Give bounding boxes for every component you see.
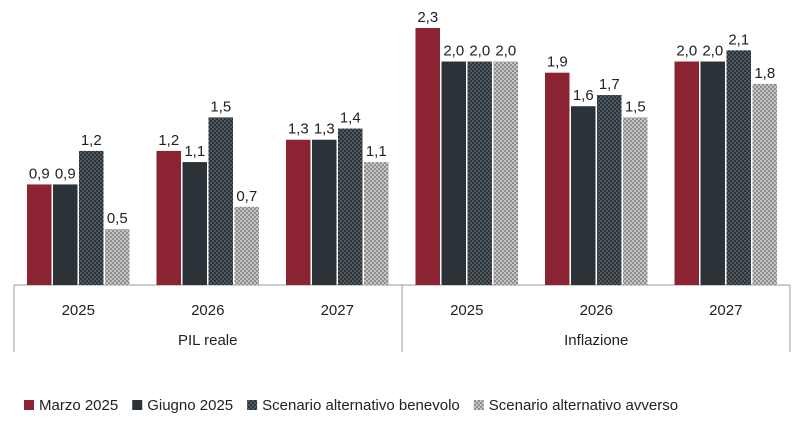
bar-marzo-2025-pil-reale-2027 <box>286 139 311 285</box>
bar-scenario-alternativo-benevolo-pil-reale-2025 <box>79 150 104 285</box>
legend-swatch <box>247 400 258 410</box>
data-label: 1,3 <box>314 121 335 138</box>
tick-label-2025: 2025 <box>62 302 95 319</box>
data-label: 2,0 <box>702 43 723 60</box>
bar-scenario-alternativo-avverso-pil-reale-2025 <box>105 229 130 285</box>
group-labels: PIL reale Inflazione <box>178 332 628 349</box>
bar-giugno-2025-inflazione-2025 <box>441 61 466 285</box>
bar-marzo-2025-inflazione-2026 <box>545 72 570 286</box>
bar-scenario-alternativo-avverso-pil-reale-2027 <box>364 162 389 285</box>
bar-scenario-alternativo-benevolo-inflazione-2026 <box>597 95 622 285</box>
bar-marzo-2025-inflazione-2025 <box>415 28 440 285</box>
data-label: 0,5 <box>107 210 128 227</box>
bar-scenario-alternativo-avverso-inflazione-2027 <box>752 83 777 285</box>
bar-giugno-2025-pil-reale-2026 <box>182 162 207 285</box>
bar-marzo-2025-pil-reale-2026 <box>156 150 181 285</box>
data-label: 1,2 <box>81 132 102 149</box>
bar-scenario-alternativo-benevolo-inflazione-2027 <box>726 50 751 285</box>
tick-label-2025: 2025 <box>450 302 483 319</box>
data-label: 2,0 <box>495 43 516 60</box>
bar-marzo-2025-pil-reale-2025 <box>27 184 52 285</box>
legend-swatch <box>24 400 34 410</box>
data-label: 1,5 <box>625 98 646 115</box>
data-label: 2,0 <box>676 43 697 60</box>
category-axis <box>13 284 791 352</box>
legend-swatch <box>132 400 143 410</box>
data-label: 1,1 <box>184 143 205 160</box>
data-label: 0,9 <box>29 165 50 182</box>
category-tick-labels: 2025 2026 2027 2025 2026 2027 <box>62 302 743 319</box>
data-label: 1,7 <box>599 76 620 93</box>
bar-scenario-alternativo-benevolo-pil-reale-2026 <box>208 117 233 286</box>
data-label: 2,1 <box>728 31 749 48</box>
legend-swatch <box>473 400 484 410</box>
legend: Marzo 2025 Giugno 2025 Scenario alternativ… <box>24 397 678 414</box>
bar-scenario-alternativo-avverso-pil-reale-2026 <box>234 206 259 285</box>
data-label: 1,5 <box>210 98 231 115</box>
data-label: 1,2 <box>158 132 179 149</box>
tick-label-2027: 2027 <box>321 302 354 319</box>
data-label: 0,9 <box>55 165 76 182</box>
bar-scenario-alternativo-avverso-inflazione-2025 <box>493 61 518 285</box>
bar-giugno-2025-inflazione-2027 <box>700 61 725 285</box>
bar-giugno-2025-pil-reale-2027 <box>312 139 337 285</box>
legend-label: Scenario alternativo benevolo <box>262 397 460 414</box>
bars <box>27 28 777 286</box>
data-label: 1,4 <box>340 110 361 127</box>
data-label: 1,8 <box>754 65 775 82</box>
data-labels: 0,9 0,9 1,2 0,5 1,2 1,1 1,5 0,7 1,3 1,3 1,4 1,1 2,3 2… <box>29 9 775 227</box>
bar-scenario-alternativo-avverso-inflazione-2026 <box>623 117 648 286</box>
bar-scenario-alternativo-benevolo-pil-reale-2027 <box>338 128 363 285</box>
group-label: Inflazione <box>564 332 628 349</box>
data-label: 1,6 <box>573 87 594 104</box>
legend-label: Marzo 2025 <box>39 397 118 414</box>
legend-label: Scenario alternativo avverso <box>489 397 678 414</box>
data-label: 1,1 <box>366 143 387 160</box>
group-label: PIL reale <box>178 332 237 349</box>
data-label: 2,0 <box>469 43 490 60</box>
bar-scenario-alternativo-benevolo-inflazione-2025 <box>467 61 492 285</box>
data-label: 2,0 <box>443 43 464 60</box>
data-label: 0,7 <box>236 188 257 205</box>
legend-label: Giugno 2025 <box>147 397 233 414</box>
tick-label-2026: 2026 <box>580 302 613 319</box>
bar-giugno-2025-pil-reale-2025 <box>53 184 78 285</box>
data-label: 1,3 <box>288 121 309 138</box>
data-label: 1,9 <box>547 54 568 71</box>
tick-label-2026: 2026 <box>191 302 224 319</box>
tick-label-2027: 2027 <box>709 302 742 319</box>
data-label: 2,3 <box>417 9 438 26</box>
bar-marzo-2025-inflazione-2027 <box>674 61 699 285</box>
bar-giugno-2025-inflazione-2026 <box>571 106 596 285</box>
